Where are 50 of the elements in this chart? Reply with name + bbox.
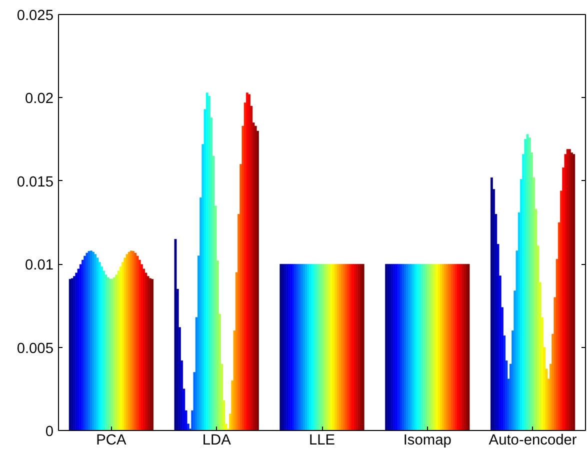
bar (214, 206, 217, 430)
y-tick-label: 0.005 (16, 340, 54, 357)
bar (543, 347, 546, 430)
bar (184, 410, 188, 430)
bar (180, 360, 184, 430)
bar (117, 270, 120, 430)
y-tick-label: 0.01 (24, 258, 54, 274)
bar (534, 209, 538, 430)
bar (77, 268, 80, 430)
x-tick-label: LLE (308, 432, 336, 448)
bar (151, 278, 154, 430)
bar (505, 360, 508, 430)
bar (547, 378, 550, 430)
bar (220, 364, 224, 430)
bar (222, 400, 226, 430)
bar (174, 238, 177, 430)
x-tick-label: PCA (96, 432, 126, 448)
bar (176, 288, 179, 430)
bar (244, 102, 246, 430)
bar (224, 424, 228, 430)
bar (256, 130, 259, 430)
bar (146, 276, 150, 430)
bar (498, 276, 502, 430)
bar (195, 317, 198, 430)
bar (526, 134, 529, 430)
bar (178, 327, 181, 430)
y-tick-label: 0.015 (16, 174, 54, 190)
bar (128, 252, 130, 430)
y-tick-label: 0.025 (16, 8, 54, 24)
bar (556, 258, 558, 430)
bar (507, 378, 510, 430)
y-tick-label: 0.02 (24, 91, 54, 108)
bar (182, 388, 186, 430)
bar (212, 156, 215, 430)
bar (206, 92, 208, 430)
bar (98, 262, 101, 430)
bar (218, 314, 221, 430)
x-tick-label: Isomap (403, 432, 452, 448)
bar (235, 272, 238, 430)
x-tick-label: LDA (202, 432, 232, 448)
bar (572, 154, 576, 430)
bar (536, 246, 540, 430)
y-tick-label: 0 (45, 424, 54, 440)
bar (518, 212, 520, 430)
bar (496, 244, 500, 430)
x-tick-label: Auto-encoder (488, 432, 577, 448)
bar (136, 256, 139, 430)
bar (68, 278, 72, 430)
bar (254, 126, 257, 430)
bar (186, 424, 190, 430)
